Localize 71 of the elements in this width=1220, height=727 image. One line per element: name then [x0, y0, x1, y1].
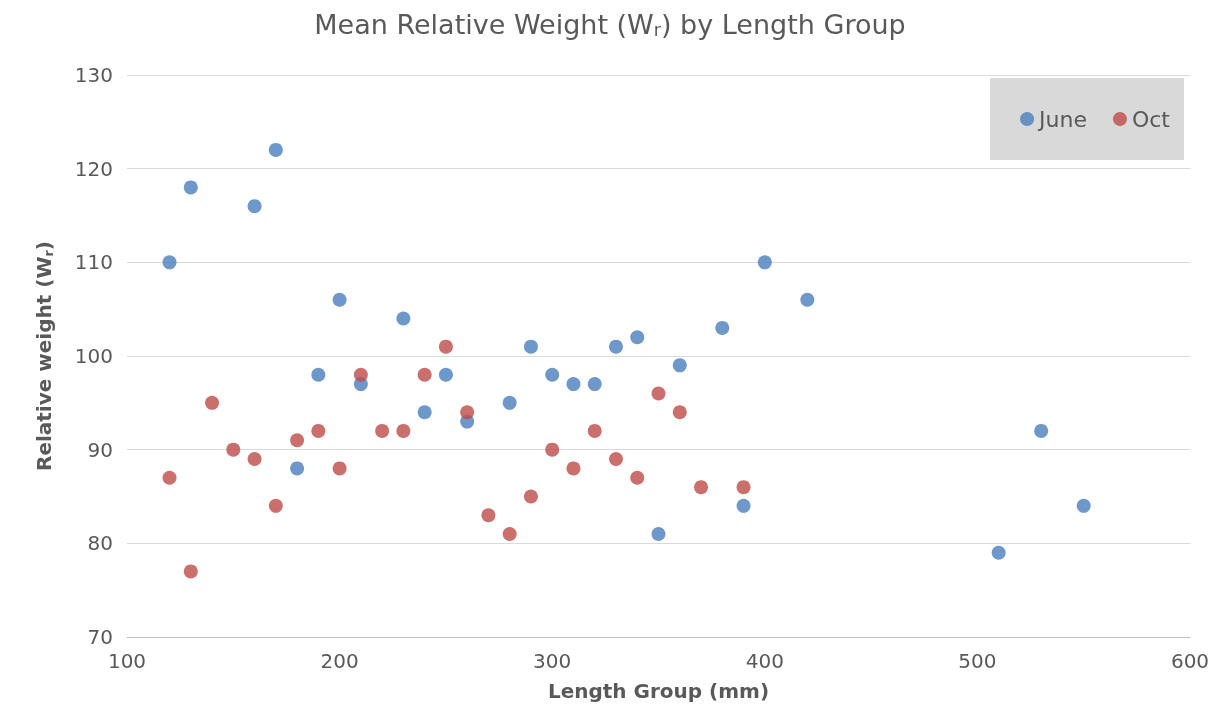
x-tick-label: 600: [1170, 649, 1210, 673]
point: [566, 461, 581, 476]
point: [396, 311, 411, 326]
point: [226, 442, 241, 457]
point: [651, 526, 666, 541]
y-tick-label: 90: [87, 437, 113, 462]
y-tick-label: 80: [87, 531, 113, 556]
point: [672, 358, 687, 373]
point: [375, 423, 390, 438]
point: [438, 339, 453, 354]
point: [587, 377, 602, 392]
point: [460, 405, 475, 420]
legend-label: June: [1037, 106, 1087, 132]
point: [290, 433, 305, 448]
point: [523, 339, 538, 354]
point: [651, 386, 666, 401]
x-tick-label: 200: [320, 649, 359, 673]
x-tick-label: 500: [958, 649, 997, 673]
y-tick-label: 110: [74, 250, 113, 275]
point: [587, 423, 602, 438]
point: [523, 489, 538, 504]
x-axis-title: Length Group (mm): [547, 679, 770, 703]
point: [736, 498, 751, 513]
point: [247, 452, 262, 467]
point: [268, 142, 283, 157]
point: [438, 367, 453, 382]
point: [332, 292, 347, 307]
point: [545, 442, 560, 457]
point: [1034, 423, 1049, 438]
point: [332, 461, 347, 476]
point: [608, 339, 623, 354]
point: [757, 255, 772, 270]
x-tick-label: 100: [107, 649, 147, 673]
point: [353, 367, 368, 382]
point: [502, 526, 517, 541]
point: [991, 545, 1006, 560]
point: [630, 330, 645, 345]
point: [205, 395, 220, 410]
point: [800, 292, 815, 307]
point: [396, 423, 411, 438]
point: [183, 564, 198, 579]
point: [247, 199, 262, 214]
chart-title: Mean Relative Weight (Wr) by Length Group: [314, 8, 906, 41]
point: [311, 367, 326, 382]
y-axis-title: Relative weight (Wr): [32, 240, 56, 472]
point: [502, 395, 517, 410]
y-tick-label: 100: [74, 344, 113, 368]
point: [481, 508, 496, 523]
point: [545, 367, 560, 382]
point: [417, 405, 432, 420]
point: [566, 377, 581, 392]
point: [183, 180, 198, 195]
x-tick-label: 400: [745, 649, 784, 673]
point: [162, 255, 177, 270]
y-tick-label: 70: [87, 625, 113, 649]
point: [311, 423, 326, 438]
legend-label: Oct: [1131, 106, 1171, 132]
point: [736, 480, 751, 495]
x-tick-label: 300: [533, 649, 572, 673]
point: [608, 452, 623, 467]
point: [715, 320, 730, 335]
y-tick-label: 130: [74, 63, 113, 87]
point: [694, 480, 709, 495]
point: [417, 367, 432, 382]
point: [672, 405, 687, 420]
point: [268, 498, 283, 513]
y-tick-label: 120: [74, 156, 113, 181]
point: [1076, 498, 1091, 513]
point: [162, 470, 177, 485]
point: [290, 461, 305, 476]
point: [630, 470, 645, 485]
